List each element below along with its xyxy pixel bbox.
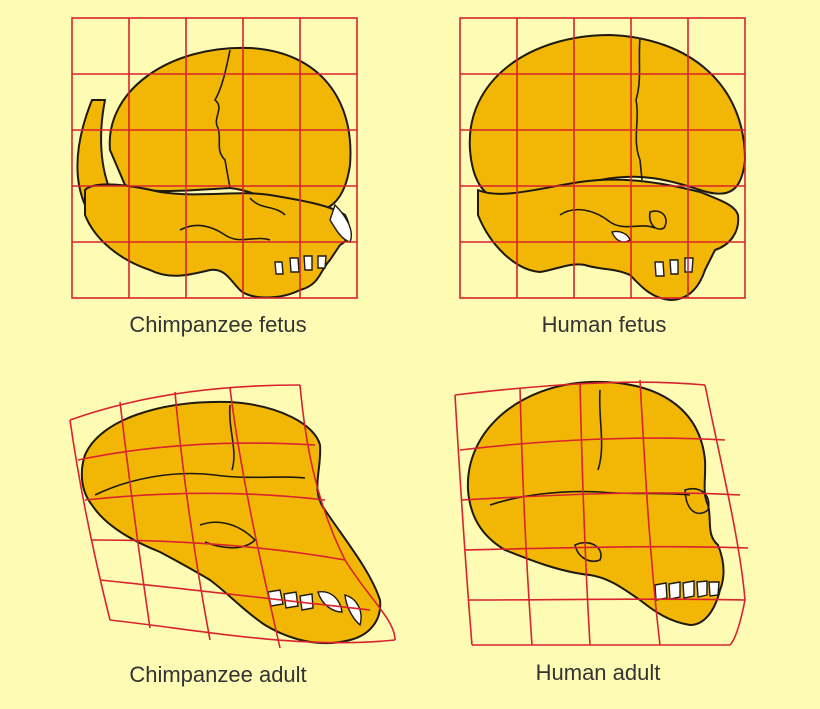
chimp-fetus-panel	[71, 17, 358, 299]
chimp-adult-grid	[69, 384, 396, 649]
human-adult-panel	[454, 379, 749, 646]
human-adult-skull	[466, 380, 725, 626]
human-fetus-grid	[459, 17, 746, 299]
human-fetus-panel	[459, 17, 746, 301]
chimp-adult-caption: Chimpanzee adult	[129, 662, 307, 687]
chimp-adult-panel	[69, 384, 396, 649]
human-fetus-skull	[468, 34, 746, 301]
chimp-fetus-grid	[71, 17, 358, 299]
chimp-adult-skull	[80, 400, 382, 645]
chimp-fetus-caption: Chimpanzee fetus	[129, 312, 307, 337]
human-adult-grid	[454, 379, 749, 646]
chimp-fetus-skull	[76, 46, 352, 299]
human-fetus-caption: Human fetus	[541, 312, 667, 337]
human-adult-caption: Human adult	[535, 660, 661, 685]
